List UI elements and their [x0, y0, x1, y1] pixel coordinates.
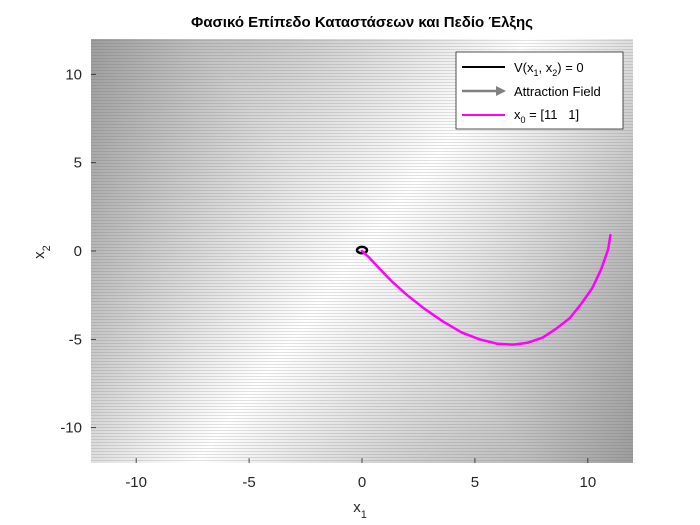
legend-label-trajectory: x0 = [11 1] — [514, 107, 579, 125]
y-axis-label-sub: 2 — [41, 245, 53, 251]
y-tick-label: 10 — [65, 66, 82, 83]
series-layer — [355, 233, 612, 346]
chart-title: Φασικό Επίπεδο Καταστάσεων και Πεδίο Έλξ… — [191, 14, 533, 31]
y-tick-label: -5 — [69, 331, 82, 348]
arrowhead-icon — [496, 86, 506, 96]
x-axis-label: x1 — [353, 499, 367, 521]
legend-entry-trajectory: x0 = [11 1] — [462, 107, 579, 125]
y-tick-label: -10 — [60, 420, 82, 437]
x-axis-label-main: x — [353, 499, 361, 516]
legend-entry-level-set: V(x1, x2) = 0 — [462, 60, 584, 78]
level-set-curve — [355, 245, 369, 255]
legend-label-level-set: V(x1, x2) = 0 — [514, 60, 584, 78]
legend: V(x1, x2) = 0 Attraction Field x0 = [11 … — [455, 51, 624, 130]
y-axis-label-main: x — [31, 251, 48, 259]
x-tick-label: -10 — [125, 474, 147, 491]
x-tick-label: -5 — [242, 474, 255, 491]
y-axis-ticks: -10 -5 0 5 10 — [60, 66, 96, 437]
x-tick-label: 5 — [471, 474, 479, 491]
y-axis-label: x2 — [31, 245, 53, 259]
legend-label-attraction-field: Attraction Field — [514, 84, 601, 99]
x-tick-label: 0 — [358, 474, 366, 491]
y-tick-label: 5 — [74, 155, 82, 172]
y-tick-label: 0 — [74, 243, 82, 260]
x-tick-label: 10 — [579, 474, 596, 491]
x-axis-label-sub: 1 — [361, 509, 367, 521]
legend-entry-attraction-field: Attraction Field — [462, 84, 601, 99]
x-axis-ticks: -10 -5 0 5 10 — [125, 458, 596, 491]
trajectory-line — [360, 233, 612, 346]
